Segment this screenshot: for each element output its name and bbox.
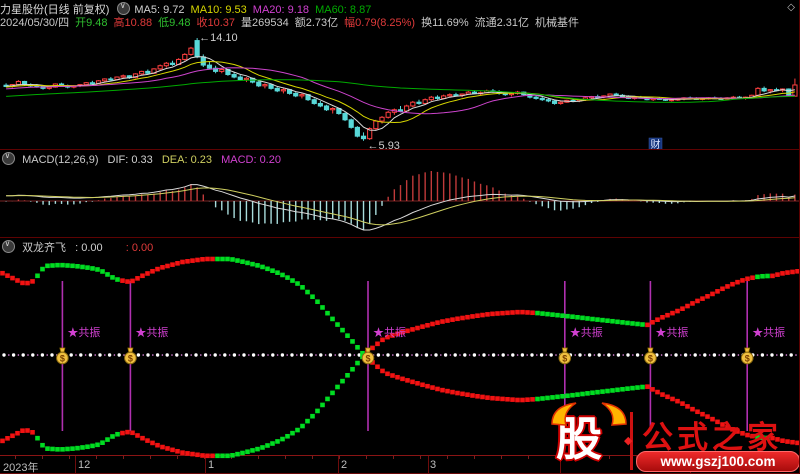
money-bag-icon: $ [56, 347, 69, 365]
ma-token: MA10: 9.53 [190, 4, 247, 16]
svg-text:$: $ [562, 354, 567, 364]
axis-tick [42, 456, 43, 459]
axis-tick [555, 456, 556, 459]
axis-month-boundary [338, 456, 339, 473]
high-price-annotation: ←14.10 [199, 32, 238, 44]
axis-tick [285, 456, 286, 459]
dragon-value-1: : 0.00 [75, 242, 103, 254]
axis-tick [609, 456, 610, 459]
ma-values: MA5: 9.72 MA10: 9.53 MA20: 9.18 MA60: 8.87 [134, 4, 377, 16]
corner-diamond-icon[interactable]: ◇ [787, 2, 795, 13]
axis-tick [582, 456, 583, 459]
quote-token: 机械基件 [535, 17, 580, 29]
quote-token: 开9.48 [75, 17, 108, 29]
quote-token: 幅0.79(8.25%) [344, 17, 416, 29]
axis-label: 1 [208, 459, 215, 471]
resonance-label: ★共振 [752, 325, 785, 339]
axis-tick [258, 456, 259, 459]
macd-macd-value: MACD: 0.20 [221, 154, 281, 166]
macd-chart[interactable] [0, 168, 800, 236]
axis-tick [528, 456, 529, 459]
ma-token: MA5: 9.72 [134, 4, 185, 16]
axis-tick [312, 456, 313, 459]
axis-label: 2 [341, 459, 348, 471]
quote-token: 流通2.31亿 [474, 17, 530, 29]
money-bag-icon: $ [124, 347, 137, 365]
svg-text:$: $ [60, 354, 65, 364]
resonance-label: ★共振 [373, 325, 406, 339]
watermark-site-name: 公式之家 [642, 420, 782, 456]
ma-token: MA20: 9.18 [252, 4, 310, 16]
dragon-panel-header: 双龙齐飞 : 0.00 : 0.00 [0, 239, 159, 255]
macd-panel-header: MACD(12,26,9) DIF: 0.33 DEA: 0.23 MACD: … [0, 151, 287, 166]
axis-month-boundary [428, 456, 429, 473]
news-badge: 财 [651, 138, 661, 150]
money-bag-icon: $ [644, 347, 657, 365]
axis-tick [339, 456, 340, 459]
resonance-label: ★共振 [135, 325, 168, 339]
svg-text:$: $ [745, 354, 750, 364]
axis-tick [123, 456, 124, 459]
axis-label: 3 [430, 459, 437, 471]
axis-tick [96, 456, 97, 459]
macd-dif-value: DIF: 0.33 [107, 154, 153, 166]
watermark-diamond-icon: ◆ [624, 435, 633, 447]
panel-separator-2 [0, 237, 799, 238]
axis-tick [204, 456, 205, 459]
main-panel-collapse-icon[interactable] [117, 1, 131, 15]
daily-quote-line: 2024/05/30/四 开9.48 高10.88 低9.48 收10.37 量26953… [0, 14, 799, 30]
macd-title: MACD(12,26,9) [22, 154, 99, 166]
quote-token: 量269534 [241, 17, 289, 29]
axis-tick [420, 456, 421, 459]
axis-tick [366, 456, 367, 459]
axis-month-boundary [75, 456, 76, 473]
low-price-annotation: ←5.93 [368, 140, 400, 150]
svg-text:$: $ [128, 354, 133, 364]
money-bag-icon: $ [361, 347, 375, 365]
quote-token: 2024/05/30/四 [0, 17, 70, 29]
ma-token: MA60: 8.87 [315, 4, 372, 16]
watermark-divider [630, 412, 633, 470]
panel-separator [0, 149, 799, 150]
dragon-title: 双龙齐飞 [22, 242, 67, 254]
quote-token: 换11.69% [421, 17, 469, 29]
money-bag-icon: $ [740, 347, 754, 365]
svg-text:$: $ [365, 354, 370, 364]
svg-text:$: $ [648, 354, 653, 364]
quote-token: 高10.88 [113, 17, 153, 29]
resonance-label: ★共振 [67, 325, 100, 339]
macd-dea-value: DEA: 0.23 [161, 154, 212, 166]
bull-horns-icon [551, 402, 627, 426]
axis-label: 2023年 [3, 462, 39, 474]
watermark-url[interactable]: www.gszj100.com [636, 451, 799, 472]
stock-title: 力星股份(日线 前复权) [0, 4, 110, 16]
macd-collapse-icon[interactable] [2, 151, 15, 165]
axis-tick [474, 456, 475, 459]
dragon-collapse-icon[interactable] [2, 239, 15, 253]
resonance-label: ★共振 [655, 325, 688, 339]
axis-tick [177, 456, 178, 459]
candlestick-chart[interactable]: ←14.10 ←5.93 财 [0, 28, 800, 150]
resonance-label: ★共振 [570, 325, 603, 339]
dragon-value-2: : 0.00 [125, 242, 154, 254]
watermark: 股 ◆ 公式之家 www.gszj100.com [540, 402, 799, 474]
quote-token: 低9.48 [158, 17, 191, 29]
axis-tick [15, 456, 16, 459]
axis-tick [501, 456, 502, 459]
money-bag-icon: $ [558, 347, 572, 365]
axis-tick [393, 456, 394, 459]
quote-token: 额2.73亿 [294, 17, 339, 29]
main-chart-header: 力星股份(日线 前复权) MA5: 9.72 MA10: 9.53 MA20: 9.1… [0, 1, 799, 17]
axis-month-boundary [560, 456, 561, 473]
axis-label: 12 [78, 459, 91, 471]
quote-token: 收10.37 [196, 17, 236, 29]
axis-tick [447, 456, 448, 459]
axis-tick [150, 456, 151, 459]
axis-month-boundary [205, 456, 206, 473]
axis-tick [69, 456, 70, 459]
axis-tick [231, 456, 232, 459]
